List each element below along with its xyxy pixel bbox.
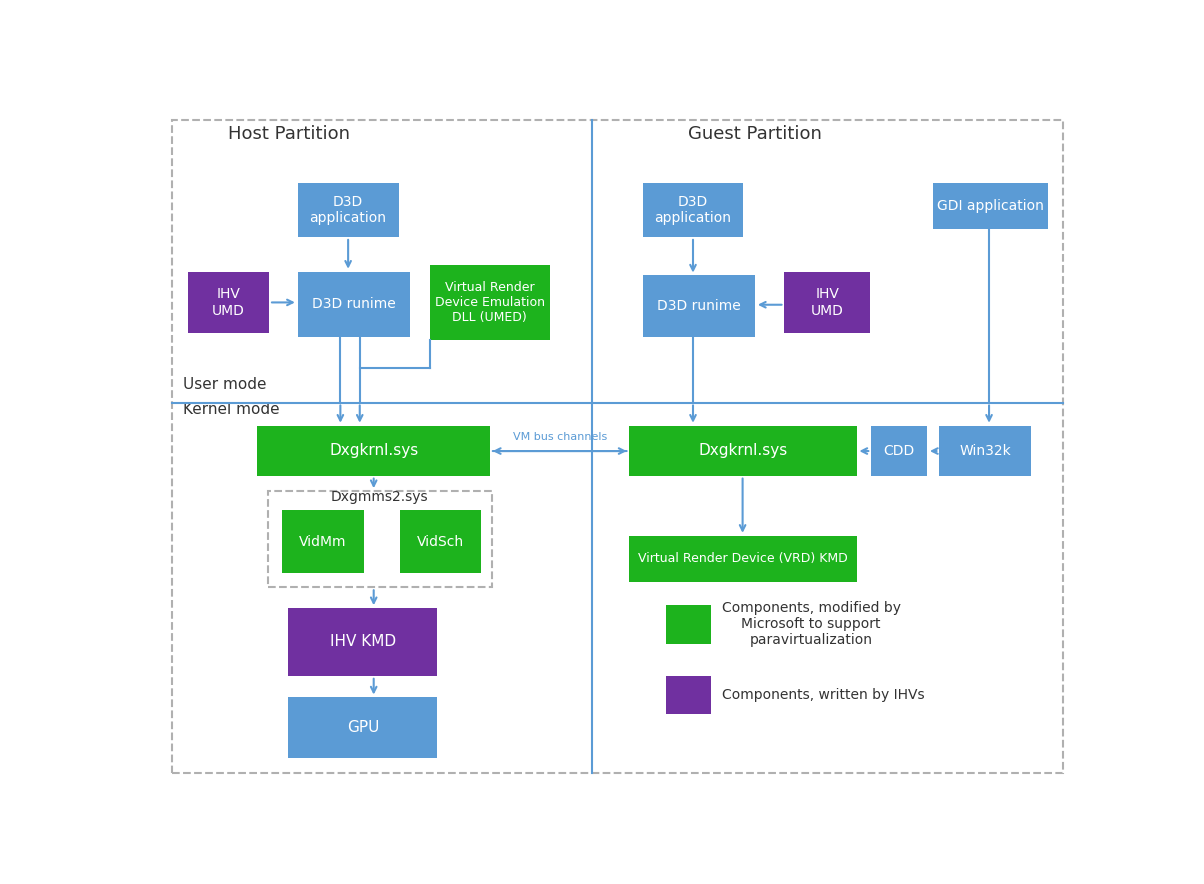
Text: IHV KMD: IHV KMD xyxy=(330,635,396,650)
Text: Kernel mode: Kernel mode xyxy=(183,402,279,417)
Text: IHV
UMD: IHV UMD xyxy=(212,287,244,317)
Bar xyxy=(939,425,1031,476)
Bar xyxy=(630,536,856,582)
Bar xyxy=(643,276,755,337)
Text: VM bus channels: VM bus channels xyxy=(513,431,607,442)
Text: Dxgmms2.sys: Dxgmms2.sys xyxy=(331,490,429,504)
Text: D3D runime: D3D runime xyxy=(312,297,396,311)
Text: Components, modified by
Microsoft to support
paravirtualization: Components, modified by Microsoft to sup… xyxy=(721,601,901,647)
Bar xyxy=(666,605,710,644)
Bar xyxy=(297,183,399,237)
Bar xyxy=(258,425,490,476)
Bar xyxy=(643,183,743,237)
Text: GDI application: GDI application xyxy=(937,199,1044,213)
Bar xyxy=(289,697,437,758)
Bar xyxy=(666,676,710,714)
Text: User mode: User mode xyxy=(183,377,266,392)
Text: D3D
application: D3D application xyxy=(655,195,732,225)
Text: Guest Partition: Guest Partition xyxy=(687,126,821,143)
Bar xyxy=(268,492,491,587)
Text: GPU: GPU xyxy=(347,720,379,735)
Text: VidMm: VidMm xyxy=(299,535,347,549)
Bar xyxy=(282,510,364,574)
Text: Win32k: Win32k xyxy=(960,444,1011,458)
Bar xyxy=(289,608,437,676)
Text: CDD: CDD xyxy=(884,444,915,458)
Text: Virtual Render
Device Emulation
DLL (UMED): Virtual Render Device Emulation DLL (UME… xyxy=(435,281,544,324)
Bar xyxy=(785,271,869,333)
Text: IHV
UMD: IHV UMD xyxy=(810,287,844,317)
Bar xyxy=(430,265,549,340)
Text: Host Partition: Host Partition xyxy=(228,126,350,143)
Bar xyxy=(297,271,411,337)
Text: D3D runime: D3D runime xyxy=(657,300,740,313)
Text: Components, written by IHVs: Components, written by IHVs xyxy=(721,688,925,702)
Bar xyxy=(630,425,856,476)
Bar xyxy=(188,271,268,333)
Bar xyxy=(933,183,1047,229)
Bar xyxy=(872,425,927,476)
Text: Virtual Render Device (VRD) KMD: Virtual Render Device (VRD) KMD xyxy=(638,552,848,566)
Text: Dxgkrnl.sys: Dxgkrnl.sys xyxy=(698,443,787,458)
Text: D3D
application: D3D application xyxy=(309,195,386,225)
Bar xyxy=(400,510,482,574)
Text: Dxgkrnl.sys: Dxgkrnl.sys xyxy=(329,443,418,458)
Text: VidSch: VidSch xyxy=(417,535,465,549)
